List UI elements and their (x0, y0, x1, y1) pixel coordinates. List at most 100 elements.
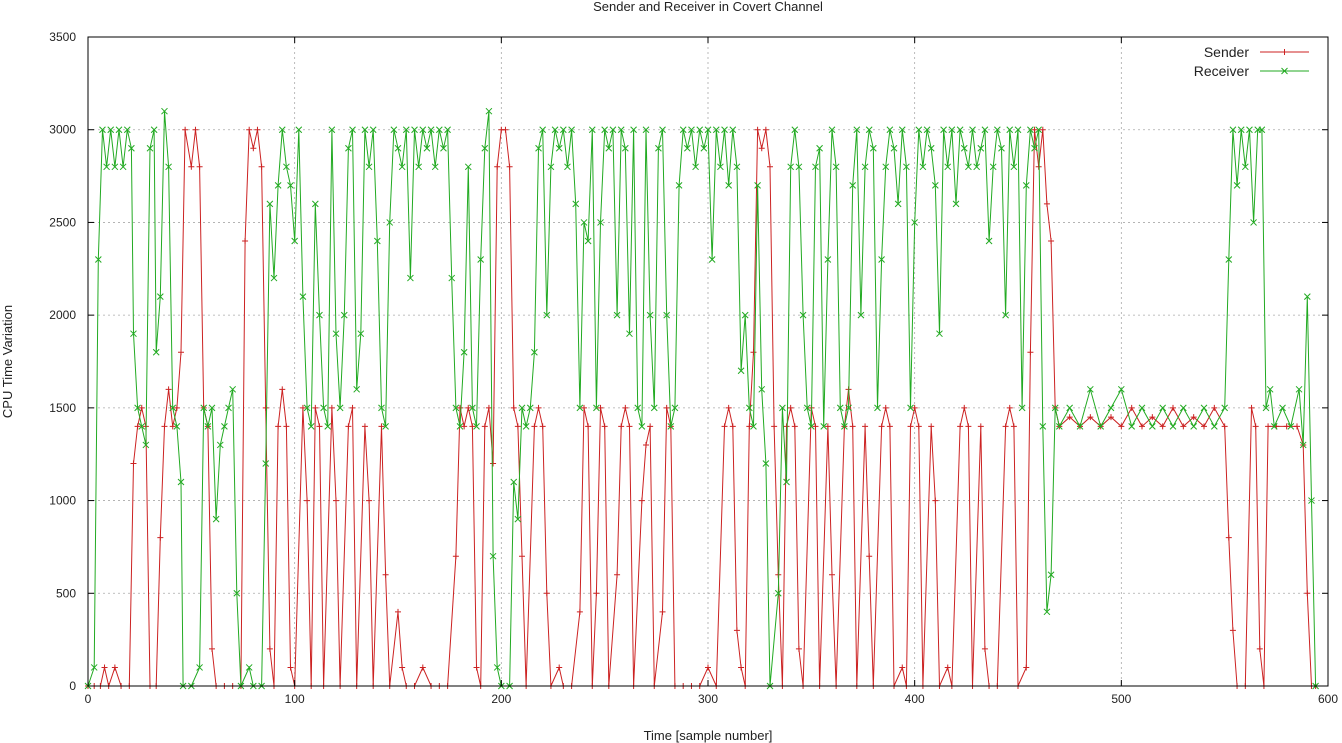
data-point-receiver (510, 478, 518, 486)
y-tick-label: 500 (56, 586, 76, 600)
data-point-sender (279, 386, 286, 393)
data-point-sender (178, 349, 184, 356)
data-point-receiver (103, 163, 110, 171)
data-point-receiver (427, 126, 435, 134)
data-point-receiver (128, 144, 135, 152)
data-point-sender (593, 590, 600, 597)
data-point-receiver (177, 478, 185, 486)
data-point-receiver (345, 144, 352, 152)
data-point-receiver (349, 126, 356, 134)
data-point-receiver (1246, 126, 1253, 134)
data-point-receiver (750, 423, 757, 430)
data-point-receiver (630, 126, 637, 134)
y-tick-label: 1000 (49, 494, 76, 508)
data-point-receiver (138, 423, 146, 430)
data-point-receiver (613, 311, 621, 319)
data-point-receiver (111, 163, 119, 171)
data-point-receiver (1066, 404, 1074, 412)
data-point-receiver (993, 126, 1001, 134)
data-point-receiver (1303, 293, 1311, 300)
data-point-receiver (894, 200, 902, 208)
data-point-receiver (1128, 423, 1136, 430)
data-point-sender (490, 460, 497, 467)
data-point-sender (1035, 163, 1042, 170)
data-point-receiver (303, 404, 311, 412)
data-point-receiver (832, 163, 840, 171)
data-point-sender (366, 497, 373, 504)
data-point-receiver (402, 126, 410, 134)
data-point-sender (494, 163, 501, 170)
data-point-sender (1149, 414, 1156, 421)
data-point-receiver (419, 126, 427, 134)
data-point-sender (812, 423, 819, 430)
data-point-receiver (593, 404, 600, 412)
data-point-receiver (535, 144, 542, 152)
data-point-sender (643, 441, 649, 448)
data-point-sender (1170, 404, 1176, 411)
data-point-sender (733, 627, 740, 634)
data-point-sender (601, 423, 608, 430)
data-point-sender (762, 126, 769, 133)
data-point-receiver (960, 144, 968, 152)
data-point-receiver (857, 311, 865, 319)
data-point-receiver (927, 144, 935, 152)
data-point-receiver (597, 219, 604, 226)
data-point-sender (304, 497, 311, 504)
data-point-sender (452, 553, 459, 560)
data-point-receiver (1047, 571, 1055, 579)
x-tick-label: 400 (905, 692, 925, 706)
data-point-receiver (981, 126, 989, 134)
data-point-sender (824, 423, 831, 430)
data-point-receiver (675, 181, 683, 189)
data-point-receiver (940, 126, 947, 134)
data-point-receiver (1295, 385, 1303, 393)
data-point-receiver (795, 163, 803, 171)
data-point-sender (1066, 414, 1073, 421)
data-point-receiver (820, 423, 828, 430)
data-point-receiver (989, 163, 997, 171)
data-point-receiver (845, 404, 852, 412)
data-point-receiver (733, 163, 741, 171)
data-point-sender (481, 423, 488, 430)
data-point-receiver (696, 126, 704, 134)
data-point-receiver (911, 219, 919, 226)
x-tick-label: 600 (1318, 692, 1338, 706)
data-point-sender (161, 423, 168, 430)
data-point-sender (399, 664, 406, 671)
data-point-receiver (1270, 423, 1278, 430)
data-point-receiver (985, 237, 993, 245)
y-tick-label: 2500 (49, 215, 76, 229)
data-point-receiver (435, 126, 443, 134)
data-point-receiver (779, 404, 786, 412)
data-point-receiver (882, 163, 890, 171)
data-point-receiver (357, 330, 365, 338)
data-point-sender (531, 423, 538, 430)
data-point-receiver (274, 181, 282, 189)
data-point-receiver (621, 144, 629, 152)
data-point-receiver (708, 256, 716, 263)
data-point-receiver (518, 404, 526, 412)
data-point-receiver (580, 219, 588, 226)
data-point-receiver (683, 144, 691, 152)
y-tick-label: 0 (69, 679, 76, 693)
data-point-receiver (415, 163, 423, 171)
data-point-sender (287, 664, 294, 671)
data-point-receiver (208, 404, 216, 412)
y-axis-label: CPU Time Variation (0, 305, 15, 418)
data-point-receiver (952, 200, 960, 208)
data-point-receiver (564, 163, 571, 171)
data-point-receiver (655, 144, 662, 152)
data-point-sender (209, 645, 215, 652)
x-axis-label: Time [sample number] (644, 728, 773, 743)
data-point-sender (1211, 404, 1218, 411)
data-point-sender (262, 404, 269, 411)
data-point-sender (738, 664, 745, 671)
data-point-receiver (522, 423, 530, 430)
data-point-sender (932, 497, 939, 504)
x-tick-label: 300 (698, 692, 718, 706)
data-point-receiver (423, 144, 431, 152)
data-point-receiver (1229, 126, 1237, 134)
data-point-sender (1006, 404, 1013, 411)
data-point-receiver (1308, 497, 1315, 504)
